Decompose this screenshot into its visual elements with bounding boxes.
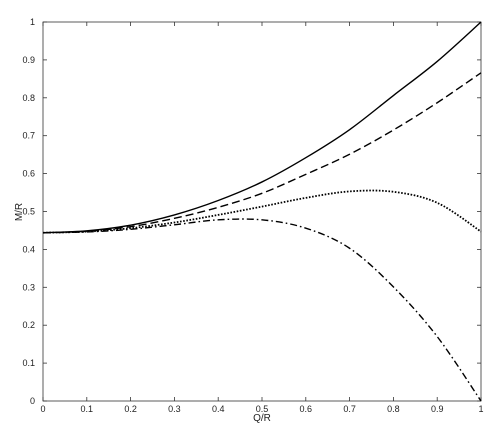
x-tick-label: 0.2 xyxy=(124,404,137,414)
y-tick-label: 0.1 xyxy=(22,358,35,368)
y-tick-label: 0.7 xyxy=(22,131,35,141)
series-line-solid xyxy=(42,21,482,234)
x-tick-label: 0.1 xyxy=(81,404,94,414)
y-tick-label: 0.2 xyxy=(22,320,35,330)
y-tick-label: 0.4 xyxy=(22,244,35,254)
x-tick-label: 0 xyxy=(40,404,45,414)
y-tick-label: 0 xyxy=(30,396,35,406)
y-tick-label: 0.3 xyxy=(22,282,35,292)
series-group xyxy=(42,21,482,402)
x-tick-label: 0.4 xyxy=(212,404,225,414)
y-axis-ticks: 0 0.1 0.2 0.3 0.4 0.5 0.6 0.7 0.8 0.9 1 xyxy=(22,17,481,406)
series-line-dashdot xyxy=(42,218,482,402)
x-axis-ticks: 0 0.1 0.2 0.3 0.4 0.5 0.6 0.7 0.8 0.9 1 xyxy=(40,22,484,414)
y-tick-label: 0.9 xyxy=(22,55,35,65)
y-axis-label: M/R xyxy=(14,203,25,221)
y-tick-label: 0.8 xyxy=(22,93,35,103)
x-axis-label: Q/R xyxy=(253,413,271,424)
x-tick-label: 0.9 xyxy=(431,404,444,414)
x-tick-label: 0.7 xyxy=(343,404,356,414)
y-tick-label: 1 xyxy=(30,17,35,27)
y-tick-label: 0.6 xyxy=(22,169,35,179)
x-tick-label: 1 xyxy=(478,404,483,414)
x-tick-label: 0.6 xyxy=(300,404,313,414)
y-tick-label: 0.5 xyxy=(22,207,35,217)
x-tick-label: 0.8 xyxy=(387,404,400,414)
series-line-dashed xyxy=(42,72,482,234)
x-tick-label: 0.3 xyxy=(168,404,181,414)
series-line-dotted xyxy=(42,189,482,234)
x-tick-label: 0.5 xyxy=(256,404,269,414)
